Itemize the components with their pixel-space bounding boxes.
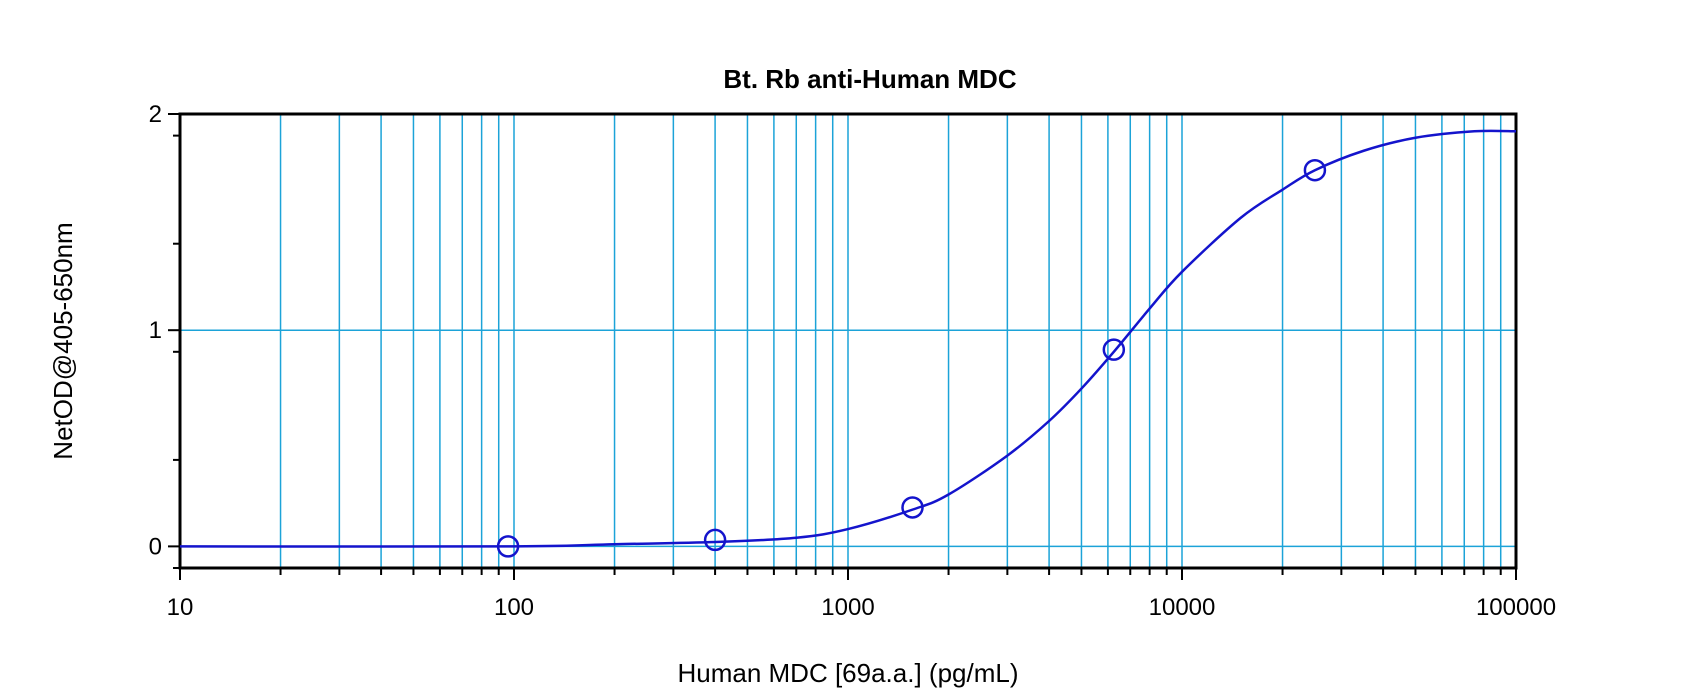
data-point [901, 496, 924, 519]
chart-title: Bt. Rb anti-Human MDC [723, 64, 1016, 94]
y-tick-label: 0 [149, 533, 162, 560]
x-tick-label: 10000 [1149, 594, 1216, 621]
x-tick-label: 10 [167, 594, 194, 621]
y-axis-label: NetOD@405-650nm [48, 222, 78, 459]
axis-ticks [168, 113, 1517, 580]
fit-curve [179, 129, 1517, 548]
x-tick-label: 1000 [821, 594, 874, 621]
data-point [703, 528, 727, 552]
y-tick-label: 1 [149, 317, 162, 344]
y-tick-label: 2 [149, 101, 162, 128]
data-point [496, 535, 520, 558]
grid-lines [180, 113, 1516, 568]
tick-labels: 0 1 2 10 100 1000 10000 100000 [149, 101, 1556, 621]
x-tick-label: 100000 [1476, 594, 1556, 621]
x-axis-label: Human MDC [69a.a.] (pg/mL) [677, 658, 1018, 688]
data-point [1303, 158, 1327, 182]
data-points [496, 158, 1327, 558]
x-tick-label: 100 [494, 594, 534, 621]
data-point [1102, 338, 1126, 361]
